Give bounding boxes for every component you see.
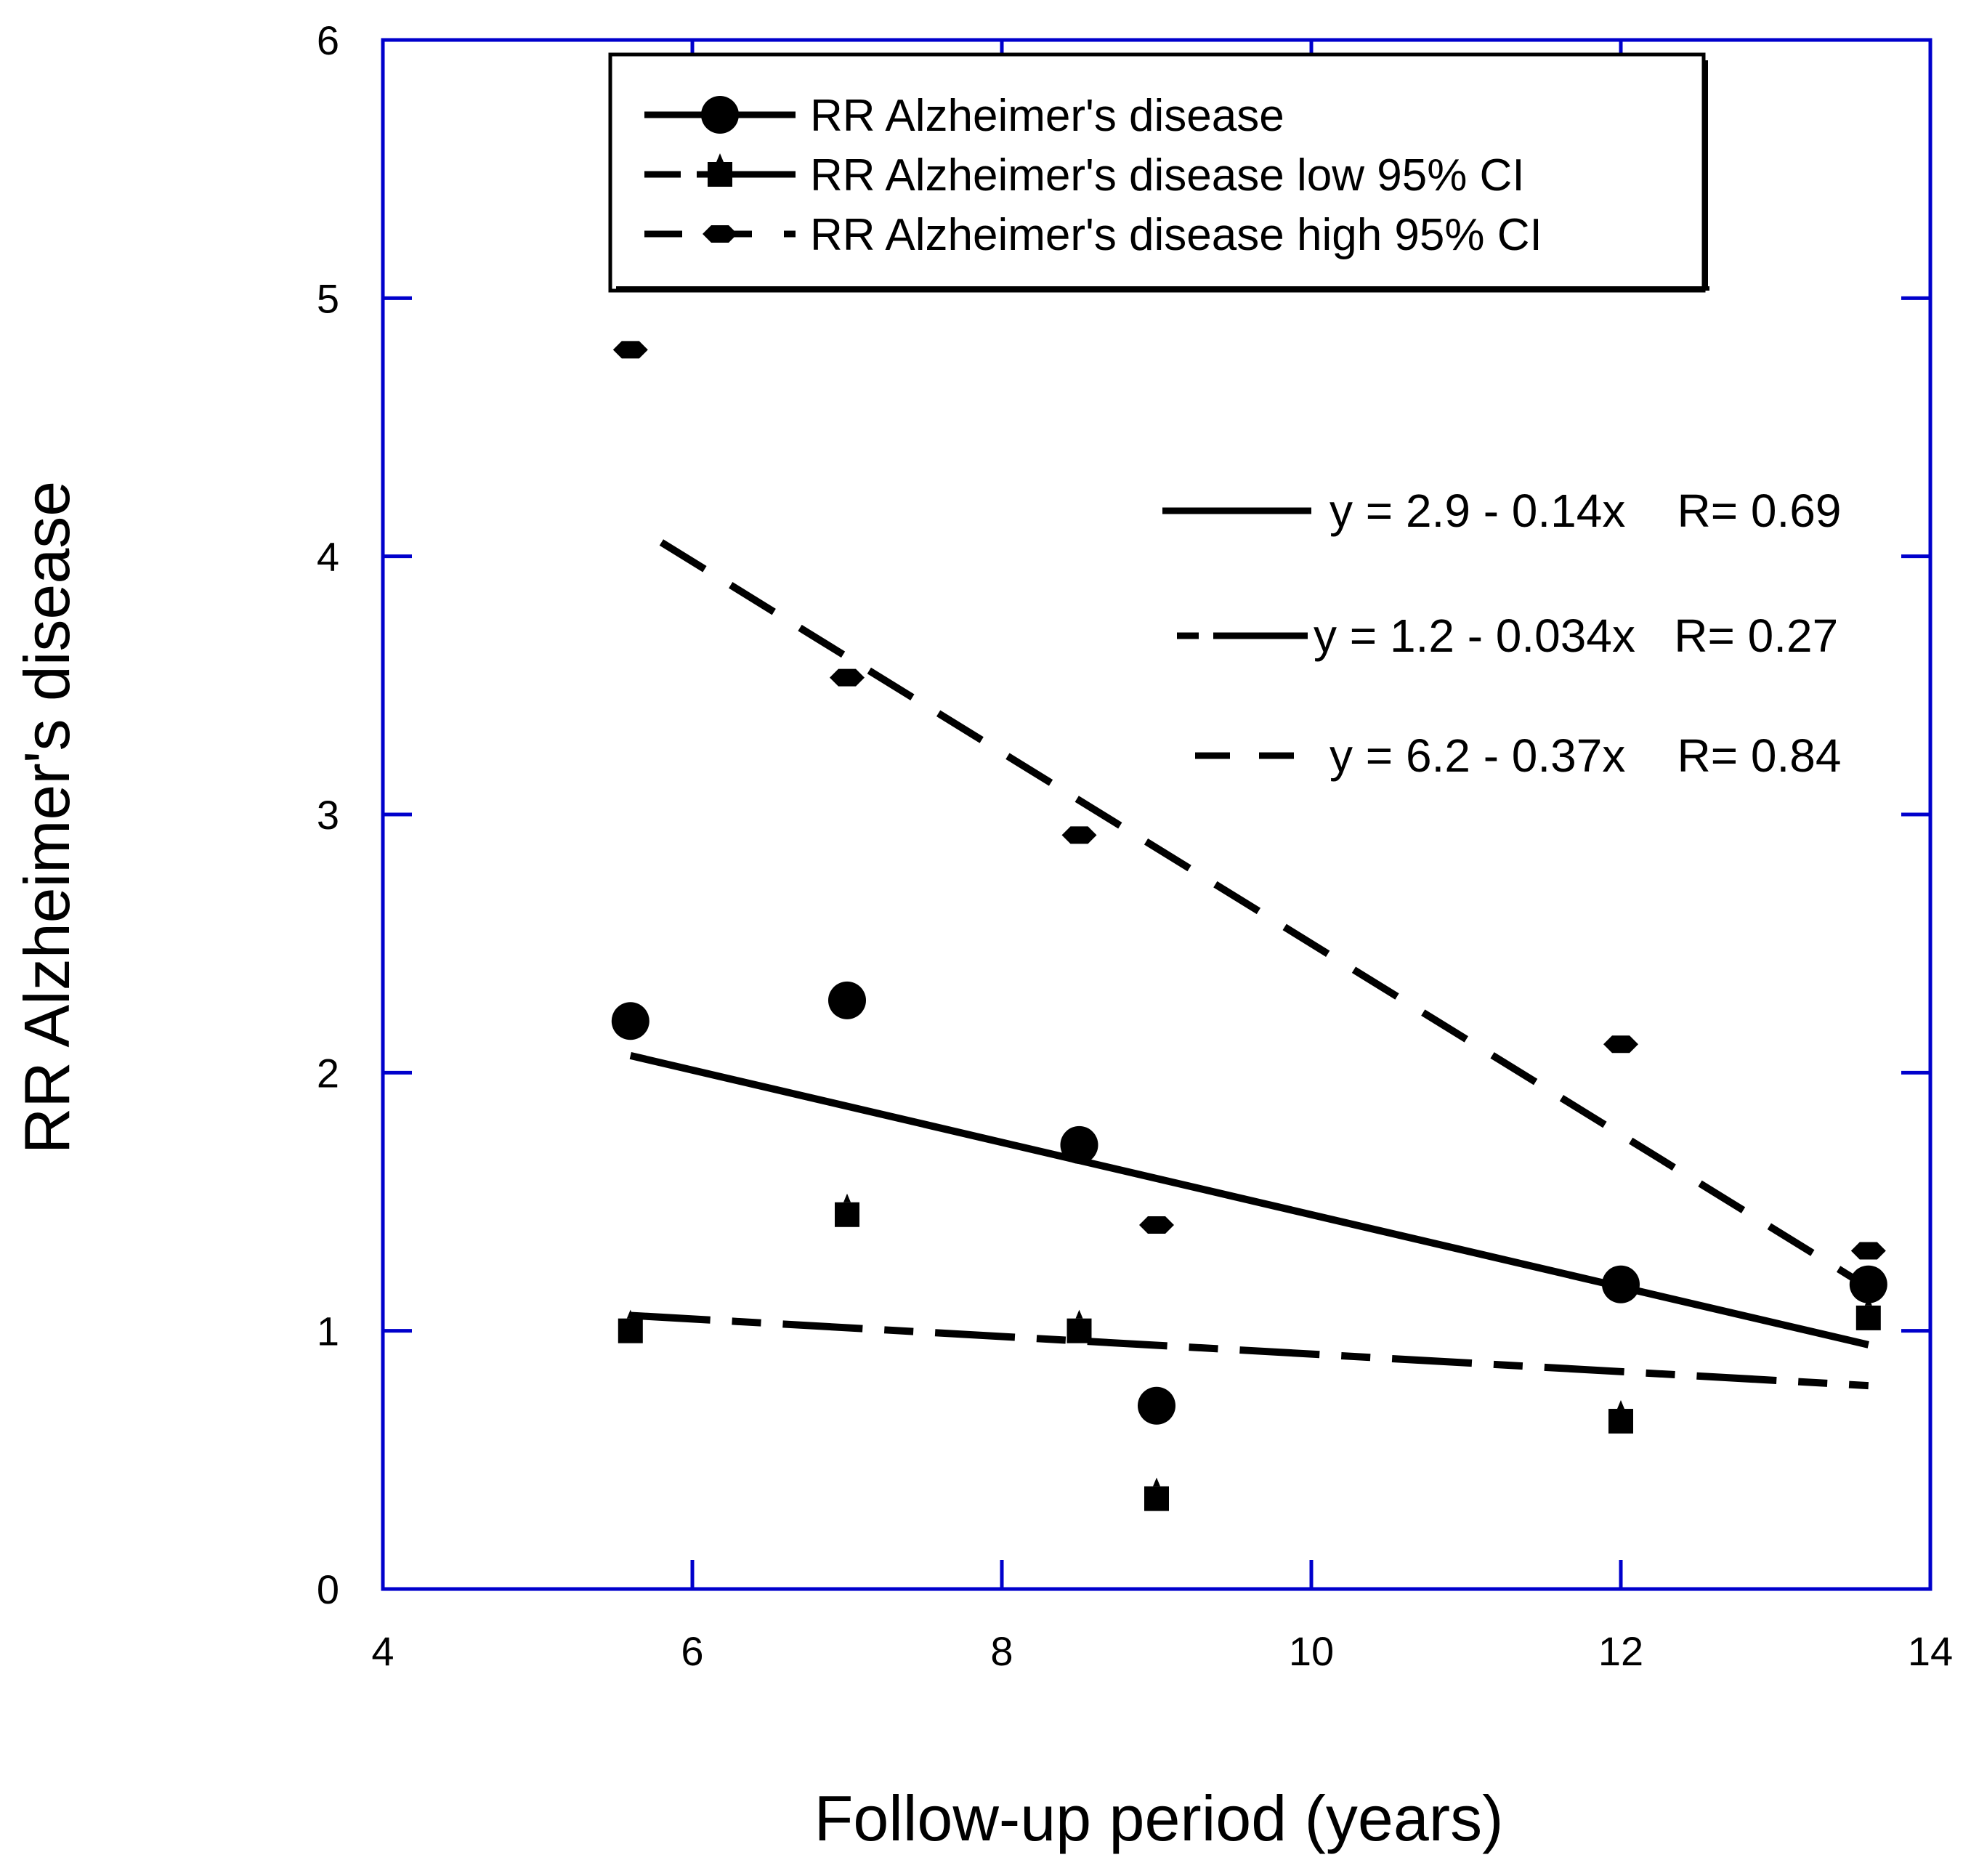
data-point-square-1-body: [618, 1318, 643, 1343]
data-point-square-5: [1608, 1400, 1633, 1434]
data-point-circle-1: [611, 1002, 649, 1040]
y-tick-label: 1: [317, 1309, 339, 1354]
regression-line-1: [629, 1052, 1869, 1349]
data-point-square-6-tip: [1864, 1296, 1872, 1306]
data-point-square-4: [1144, 1477, 1169, 1511]
data-point-circle-5: [1602, 1265, 1640, 1303]
x-tick-label: 14: [1908, 1628, 1953, 1674]
data-point-square-3-body: [1067, 1318, 1092, 1343]
x-tick-label: 6: [681, 1628, 703, 1674]
data-point-square-4-body: [1144, 1486, 1169, 1511]
y-tick-label: 4: [317, 534, 339, 580]
equation-label-2: y = 1.2 - 0.034x R= 0.27: [1314, 610, 1838, 662]
legend-marker-square-body: [708, 162, 732, 187]
data-point-square-2: [835, 1193, 859, 1227]
y-tick-label: 5: [317, 275, 339, 321]
regression-line-3: [659, 539, 1871, 1291]
legend-label-3: RR Alzheimer's disease high 95% CI: [810, 210, 1542, 260]
data-point-square-2-body: [835, 1202, 859, 1227]
data-point-circle-4: [1138, 1386, 1175, 1425]
regression-line-2: [630, 1311, 1869, 1390]
x-tick-label: 4: [371, 1628, 394, 1674]
data-point-square-5-tip: [1617, 1400, 1624, 1410]
x-axis-title: Follow-up period (years): [814, 1782, 1504, 1854]
legend-box-shadow-bottom: [616, 286, 1709, 291]
data-point-hexagon-5: [1603, 1035, 1638, 1054]
x-tick-label: 12: [1598, 1628, 1643, 1674]
legend: RR Alzheimer's disease RR Alzheimer's dis…: [608, 52, 1709, 293]
y-tick-label: 3: [317, 792, 339, 838]
legend-marker-square-tip: [716, 153, 724, 162]
regression-lines: [629, 539, 1871, 1390]
data-point-square-3: [1067, 1309, 1092, 1343]
legend-marker-circle: [701, 96, 739, 134]
equation-label-1: y = 2.9 - 0.14x R= 0.69: [1329, 485, 1841, 537]
data-point-square-1-tip: [626, 1309, 634, 1319]
y-tick-label: 0: [317, 1566, 339, 1612]
x-tick-label: 8: [990, 1628, 1013, 1674]
data-point-square-6-body: [1855, 1305, 1881, 1330]
data-point-square-2-tip: [843, 1193, 851, 1202]
x-tick-label: 10: [1289, 1628, 1334, 1674]
data-point-hexagon-1: [612, 341, 648, 359]
y-axis-title: RR Alzheimer's disease: [11, 481, 83, 1155]
data-markers: [611, 341, 1887, 1511]
data-point-square-4-tip: [1153, 1477, 1160, 1487]
data-point-square-5-body: [1608, 1409, 1633, 1434]
data-point-hexagon-3: [1061, 826, 1097, 844]
data-point-circle-2: [828, 981, 866, 1019]
data-point-circle-3: [1060, 1125, 1098, 1164]
data-point-hexagon-4: [1139, 1216, 1174, 1234]
data-point-hexagon-6: [1850, 1242, 1886, 1260]
data-point-hexagon-2: [830, 668, 865, 687]
data-point-square-6: [1855, 1296, 1881, 1330]
legend-label-1: RR Alzheimer's disease: [810, 91, 1284, 141]
fit-equations: y = 2.9 - 0.14x R= 0.69 y = 1.2 - 0.034x …: [1162, 485, 1841, 782]
legend-label-2: RR Alzheimer's disease low 95% CI: [810, 150, 1525, 201]
y-tick-label: 2: [317, 1050, 339, 1096]
y-tick-label: 6: [317, 17, 339, 63]
data-point-square-1: [618, 1309, 643, 1343]
legend-marker-square: [708, 153, 732, 187]
equation-label-3: y = 6.2 - 0.37x R= 0.84: [1329, 729, 1841, 782]
legend-marker-hexagon: [703, 225, 737, 243]
data-point-square-3-tip: [1075, 1309, 1083, 1319]
legend-entries: RR Alzheimer's disease RR Alzheimer's dis…: [644, 91, 1542, 260]
data-point-circle-6: [1849, 1265, 1887, 1303]
legend-box-shadow-right: [1704, 60, 1708, 291]
